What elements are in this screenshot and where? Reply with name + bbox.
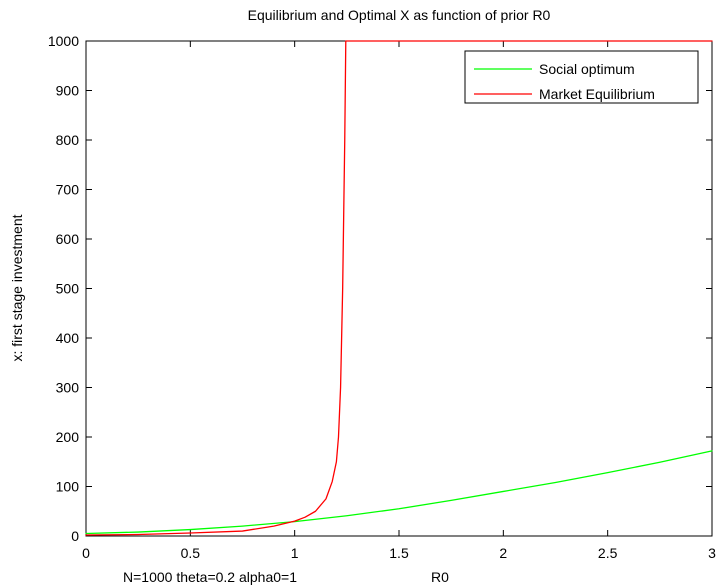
x-tick-label: 1.5 [389, 545, 409, 561]
legend-label-market-equilibrium: Market Equilibrium [539, 86, 655, 102]
x-tick-label: 2 [499, 545, 507, 561]
x-tick-label: 2.5 [598, 545, 618, 561]
y-axis-ticks: 0 100 200 300 400 500 600 700 800 900 1000 [48, 33, 712, 544]
x-tick-label: 0.5 [181, 545, 201, 561]
y-tick-label: 800 [56, 132, 80, 148]
legend: Social optimum Market Equilibrium [464, 50, 699, 104]
y-tick-label: 700 [56, 182, 80, 198]
y-tick-label: 400 [56, 330, 80, 346]
y-tick-label: 100 [56, 479, 80, 495]
y-tick-label: 300 [56, 380, 80, 396]
legend-label-social-optimum: Social optimum [539, 61, 635, 77]
market-equilibrium-line [85, 40, 713, 536]
x-tick-label: 3 [708, 545, 716, 561]
y-tick-label: 0 [71, 528, 79, 544]
chart-title: Equilibrium and Optimal X as function of… [248, 7, 551, 23]
parameter-note: N=1000 theta=0.2 alpha0=1 [123, 569, 297, 585]
y-tick-label: 900 [56, 83, 80, 99]
x-axis-ticks: 0 0.5 1 1.5 2 2.5 3 [82, 41, 716, 561]
plot-area [85, 40, 713, 537]
y-tick-label: 1000 [48, 33, 79, 49]
y-tick-label: 500 [56, 281, 80, 297]
y-tick-label: 200 [56, 429, 80, 445]
x-tick-label: 1 [291, 545, 299, 561]
y-tick-label: 600 [56, 231, 80, 247]
x-axis-label: R0 [431, 569, 449, 585]
x-tick-label: 0 [82, 545, 90, 561]
y-axis-label: x: first stage investment [9, 214, 25, 361]
social-optimum-line [85, 450, 713, 535]
